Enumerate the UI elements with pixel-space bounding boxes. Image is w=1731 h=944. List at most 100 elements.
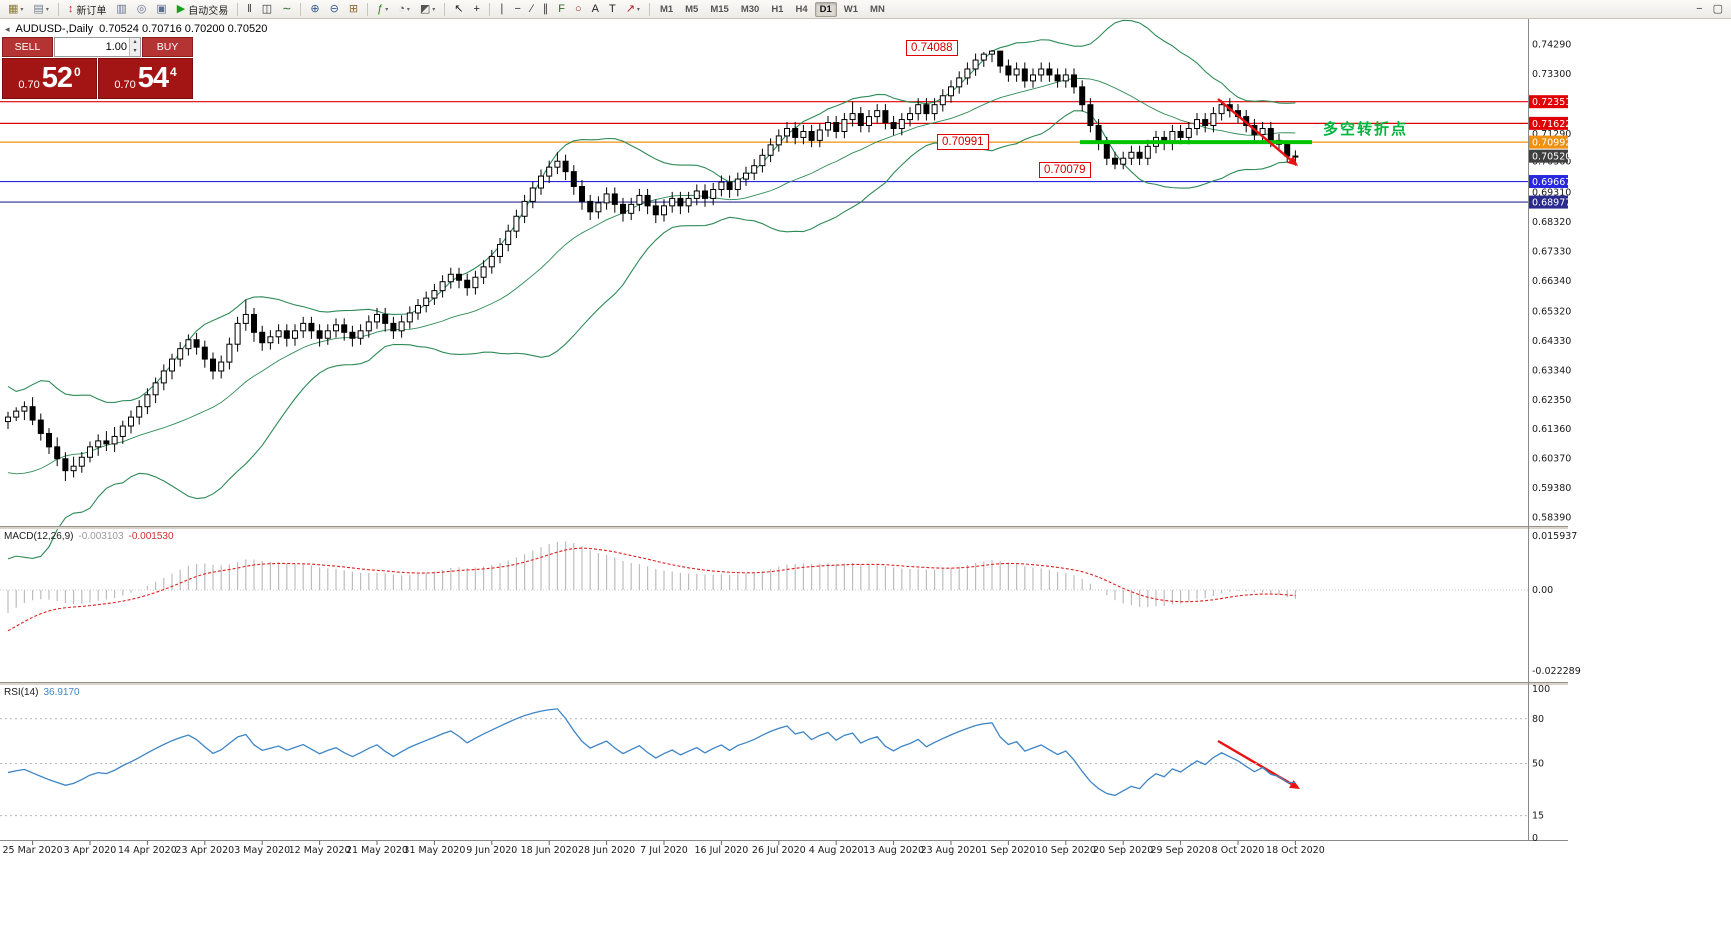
ask-pips: 54 — [137, 62, 169, 94]
channel-icon[interactable]: ∥ — [539, 1, 553, 17]
templates-icon[interactable]: ◩ ▾ — [416, 1, 439, 17]
volume-field: ▴ ▾ — [54, 37, 141, 57]
new-order-button[interactable]: ↕ 新订单 — [64, 1, 111, 17]
chart-line-icon[interactable]: ∼ — [278, 1, 295, 17]
timeframe-h1[interactable]: H1 — [771, 3, 784, 15]
bid-pipette: 0 — [74, 64, 81, 79]
svg-text:0.64330: 0.64330 — [1532, 336, 1571, 347]
time-label: 20 Sep 2020 — [1093, 845, 1153, 856]
price-tag-text: 0.68977 — [1532, 198, 1571, 209]
cursor-icon[interactable]: ↖ — [450, 1, 467, 17]
tile-windows-icon[interactable]: ⊞ — [345, 1, 362, 17]
window-restore-icon[interactable]: ▢ — [1709, 1, 1727, 17]
terminal-icon[interactable]: ▣ — [152, 1, 170, 17]
templates-icon-caret[interactable]: ▾ — [432, 6, 436, 13]
new-chart-icon-caret[interactable]: ▾ — [20, 6, 24, 13]
new-order-button: ↕ — [67, 2, 74, 15]
time-label: 31 May 2020 — [403, 845, 465, 856]
price-tag — [1529, 135, 1568, 149]
indicators-icon: ƒ — [377, 2, 384, 15]
zoom-out-icon[interactable]: ⊖ — [326, 1, 343, 17]
price-scale[interactable]: 0.742900.733000.712900.703600.693100.683… — [1532, 39, 1571, 523]
new-chart-icon: ▦ — [8, 2, 19, 15]
price-tag — [1529, 116, 1568, 130]
chart-data-line: ◂ AUDUSD-,Daily 0.70524 0.70716 0.70200 … — [5, 23, 267, 35]
svg-text:0.63340: 0.63340 — [1532, 365, 1571, 376]
horizontal-lines[interactable] — [0, 101, 1528, 203]
trendline-icon[interactable]: ∕ — [527, 1, 537, 17]
autotrading-button[interactable]: ▶ 自动交易 — [173, 1, 232, 17]
swing-high-label[interactable]: 0.74088 — [906, 40, 958, 56]
timeframe-m30[interactable]: M30 — [740, 3, 760, 15]
arrows-icon-caret[interactable]: ▾ — [636, 6, 640, 13]
rsi-indicator: 100 80 50 15 0 — [0, 684, 1550, 844]
zoom-in-icon[interactable]: ⊕ — [306, 1, 323, 17]
fibonacci-icon[interactable]: F — [554, 1, 569, 17]
trend-arrow[interactable] — [1217, 98, 1292, 161]
symbol-name: AUDUSD-,Daily — [15, 23, 94, 35]
periods-icon-caret[interactable]: ▾ — [406, 6, 410, 13]
zoom-in-icon: ⊕ — [310, 2, 320, 15]
new-chart-icon[interactable]: ▦ ▾ — [4, 1, 27, 17]
ask-price-display[interactable]: 0.70 54 4 — [98, 58, 193, 99]
svg-text:0.66340: 0.66340 — [1532, 276, 1571, 287]
chart-candles-icon[interactable]: ◫ — [258, 1, 276, 17]
time-label: 4 Aug 2020 — [809, 845, 864, 856]
periods-icon[interactable]: ◔ ▾ — [394, 1, 414, 17]
rsi-line — [7, 708, 1296, 797]
profiles-icon[interactable]: ▤ ▾ — [29, 1, 52, 17]
timeframe-w1[interactable]: W1 — [843, 3, 859, 15]
volume-input[interactable] — [55, 38, 129, 56]
autotrading-button: ▶ — [176, 2, 186, 15]
volume-up-icon[interactable]: ▴ — [130, 38, 140, 47]
indicators-icon-caret[interactable]: ▾ — [385, 6, 389, 13]
panel-splitter[interactable] — [0, 682, 1568, 685]
time-label: 3 May 2020 — [234, 845, 290, 856]
timeframe-m1[interactable]: M1 — [659, 3, 674, 15]
panel-splitter[interactable] — [0, 526, 1568, 529]
time-label: 7 Jul 2020 — [640, 845, 688, 856]
bid-pips: 52 — [41, 62, 73, 94]
support-price-label[interactable]: 0.70991 — [937, 134, 989, 150]
timeframe-m15[interactable]: M15 — [710, 3, 729, 15]
buy-button[interactable]: BUY — [142, 37, 193, 57]
text-label-icon[interactable]: T — [605, 1, 620, 17]
window-minimize-icon[interactable]: − — [1692, 1, 1706, 17]
swing-low-label[interactable]: 0.70079 — [1039, 162, 1091, 178]
timeframe-h4[interactable]: H4 — [795, 3, 808, 15]
svg-text:0.71290: 0.71290 — [1532, 129, 1571, 140]
one-click-collapse-icon[interactable]: ◂ — [5, 23, 10, 34]
text-icon[interactable]: A — [588, 1, 603, 17]
ask-pipette: 4 — [170, 64, 177, 79]
turning-point-text[interactable]: 多空转折点 — [1323, 121, 1409, 138]
candlestick-layer — [5, 50, 1299, 482]
macd-label: MACD(12,26,9) -0.003103 -0.001530 — [4, 531, 174, 542]
bollinger-upper-band — [7, 19, 1296, 404]
hline-icon[interactable]: − — [510, 1, 524, 17]
svg-text:0.58390: 0.58390 — [1532, 513, 1571, 524]
timeframe-mn[interactable]: MN — [870, 3, 885, 15]
navigator-icon[interactable]: ◎ — [133, 1, 151, 17]
indicators-icon[interactable]: ƒ ▾ — [373, 1, 392, 17]
volume-down-icon[interactable]: ▾ — [130, 47, 140, 56]
time-label: 1 Sep 2020 — [981, 845, 1035, 856]
market-watch-icon[interactable]: ▥ — [112, 1, 130, 17]
channel-icon: ∥ — [542, 2, 549, 15]
timeframe-d1[interactable]: D1 — [814, 1, 837, 17]
sell-button[interactable]: SELL — [2, 37, 53, 57]
chart-bars-icon[interactable]: ‖ — [243, 1, 256, 17]
bid-price-display[interactable]: 0.70 52 0 — [2, 58, 97, 99]
timeframe-m5[interactable]: M5 — [685, 3, 699, 15]
macd-name: MACD(12,26,9) — [4, 531, 74, 542]
ellipse-icon[interactable]: ○ — [571, 1, 586, 17]
vline-icon[interactable]: ∣ — [495, 1, 509, 17]
crosshair-icon[interactable]: + — [470, 1, 484, 17]
profiles-icon-caret[interactable]: ▾ — [45, 6, 49, 13]
price-tag-text: 0.71622 — [1532, 119, 1571, 130]
time-label: 23 Aug 2020 — [921, 845, 982, 856]
chart-line-icon: ∼ — [282, 2, 292, 15]
arrows-icon[interactable]: ↗ ▾ — [622, 1, 644, 17]
